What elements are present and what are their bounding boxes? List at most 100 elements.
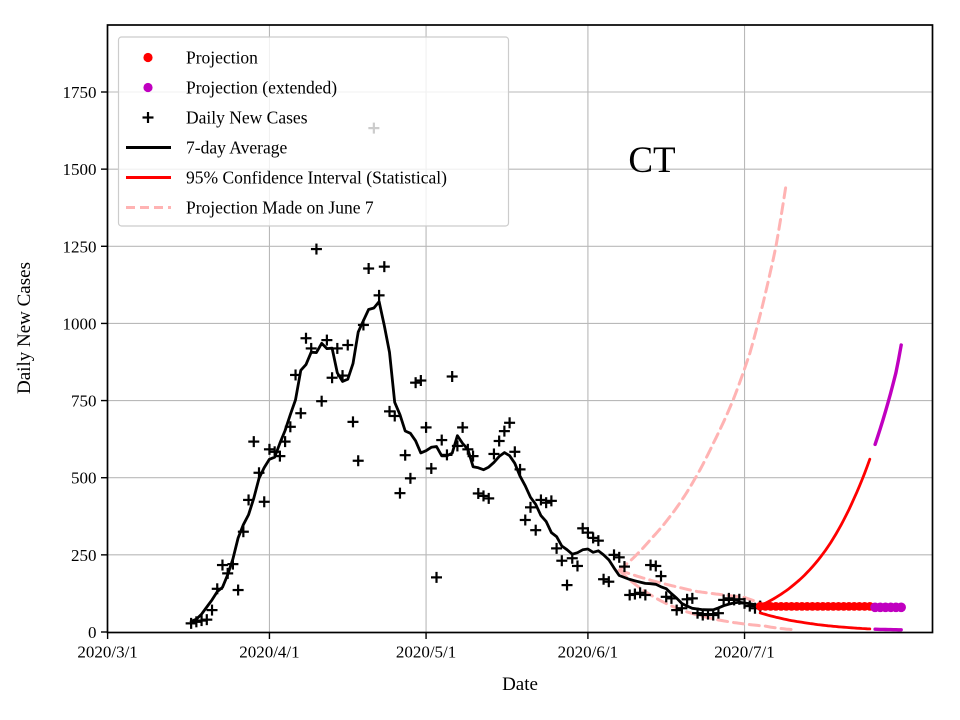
x-tick-label: 2020/5/1 — [396, 643, 456, 662]
daily-case-plus-marker — [707, 609, 719, 621]
daily-case-plus-marker — [472, 487, 484, 499]
y-tick-labels: 0 250 500 750 1000 1250 1500 1750 — [63, 83, 97, 642]
y-tick-label: 1500 — [63, 160, 97, 179]
daily-case-plus-marker — [248, 436, 260, 448]
daily-case-plus-marker — [258, 496, 270, 508]
daily-case-plus-marker — [404, 472, 416, 484]
daily-case-plus-marker — [598, 573, 610, 585]
daily-case-plus-marker — [618, 561, 630, 573]
y-tick-label: 1000 — [63, 314, 97, 333]
daily-case-plus-marker — [415, 375, 427, 387]
y-axis-label: Daily New Cases — [14, 262, 35, 394]
june7-projection-curve — [617, 568, 793, 631]
daily-case-plus-marker — [634, 587, 646, 599]
daily-case-plus-marker — [545, 495, 557, 507]
daily-case-plus-marker — [373, 289, 385, 301]
seven-day-average-path — [189, 300, 762, 623]
daily-case-plus-marker — [483, 492, 495, 504]
legend-item-label: Daily New Cases — [186, 108, 308, 128]
daily-case-plus-marker — [655, 570, 667, 582]
ci-lower-extended-curve — [873, 627, 903, 632]
daily-case-plus-marker — [410, 377, 422, 389]
daily-case-plus-marker — [316, 395, 328, 407]
daily-case-plus-marker — [540, 497, 552, 509]
june7-projection-curve — [617, 568, 767, 606]
daily-case-plus-marker — [342, 339, 354, 351]
daily-case-plus-marker — [582, 527, 594, 539]
seven-day-average-line — [189, 300, 762, 623]
daily-case-plus-marker — [712, 607, 724, 619]
daily-case-plus-marker — [603, 576, 615, 588]
daily-case-plus-marker — [509, 446, 521, 458]
daily-case-plus-marker — [425, 462, 437, 474]
daily-case-plus-marker — [201, 614, 213, 626]
daily-case-plus-marker — [551, 542, 563, 554]
daily-case-plus-marker — [399, 449, 411, 461]
daily-case-plus-marker — [530, 524, 542, 536]
y-tick-label: 1250 — [63, 237, 97, 256]
daily-case-plus-marker — [571, 560, 583, 572]
daily-case-plus-marker — [431, 571, 443, 583]
daily-case-plus-marker — [488, 448, 500, 460]
legend-marker-dot — [143, 82, 153, 93]
ci-lower-curve — [758, 611, 872, 631]
legend: Projection Projection (extended) Daily New… — [117, 36, 510, 227]
x-tick-label: 2020/7/1 — [714, 643, 774, 662]
daily-case-plus-marker — [436, 434, 448, 446]
daily-case-plus-marker — [446, 371, 458, 383]
legend-item-label: 7-day Average — [186, 138, 287, 158]
daily-case-plus-marker — [504, 417, 516, 429]
daily-case-plus-marker — [608, 549, 620, 561]
daily-case-plus-marker — [321, 334, 333, 346]
y-tick-label: 250 — [71, 546, 97, 565]
daily-case-plus-marker — [263, 443, 275, 455]
daily-case-plus-marker — [331, 342, 343, 354]
daily-case-plus-marker — [686, 592, 698, 604]
daily-case-plus-marker — [216, 559, 228, 571]
legend-item-label: Projection (extended) — [186, 78, 337, 98]
daily-case-plus-marker — [457, 421, 469, 433]
x-tick-label: 2020/6/1 — [558, 643, 618, 662]
daily-case-plus-marker — [723, 592, 735, 604]
daily-case-plus-marker — [352, 455, 364, 467]
legend-item-label: Projection — [186, 48, 258, 68]
daily-case-plus-marker — [347, 416, 359, 428]
daily-case-plus-marker — [185, 617, 197, 629]
chart-title: CT — [628, 140, 675, 181]
daily-case-plus-marker — [363, 263, 375, 275]
daily-case-plus-marker — [206, 604, 218, 616]
projection-dots — [755, 601, 875, 611]
daily-case-plus-marker — [629, 588, 641, 600]
daily-case-plus-marker — [232, 584, 244, 596]
daily-case-plus-marker — [639, 589, 651, 601]
daily-case-plus-marker — [671, 604, 683, 616]
confidence-interval-lines — [758, 457, 872, 631]
daily-case-plus-marker — [556, 555, 568, 567]
y-tick-label: 1750 — [63, 83, 97, 102]
legend-box — [117, 36, 510, 227]
plot-border — [106, 24, 934, 634]
x-tick-label: 2020/3/1 — [77, 643, 137, 662]
legend-marker-plus — [142, 112, 154, 123]
projection-extended-dot — [896, 602, 906, 613]
daily-case-plus-marker — [592, 535, 604, 547]
legend-marker-dot — [143, 52, 153, 63]
legend-item-label: 95% Confidence Interval (Statistical) — [186, 168, 447, 188]
axes-frame — [101, 24, 934, 639]
ci-upper-extended-curve — [873, 343, 903, 447]
daily-case-plus-marker — [524, 501, 536, 513]
legend-item-label: Projection Made on June 7 — [186, 198, 374, 218]
daily-case-plus-marker — [300, 332, 312, 344]
daily-case-plus-marker — [477, 490, 489, 502]
daily-case-plus-marker — [650, 560, 662, 572]
x-tick-labels: 2020/3/1 2020/4/1 2020/5/1 2020/6/1 2020/7/1 — [77, 643, 774, 662]
daily-case-plus-marker — [420, 421, 432, 433]
daily-case-plus-marker — [561, 579, 573, 591]
daily-case-plus-marker — [519, 514, 531, 526]
x-axis-label: Date — [502, 674, 538, 695]
daily-case-plus-marker — [326, 372, 338, 384]
daily-case-plus-marker — [493, 435, 505, 447]
daily-case-plus-marker — [394, 487, 406, 499]
